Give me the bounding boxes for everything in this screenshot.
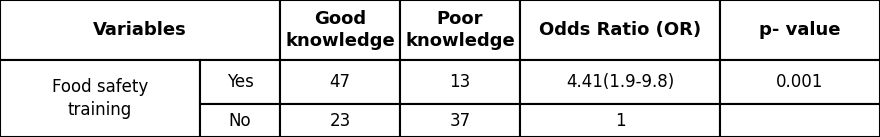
Text: No: No: [229, 112, 252, 129]
Text: 4.41(1.9-9.8): 4.41(1.9-9.8): [566, 73, 674, 91]
Text: 1: 1: [615, 112, 626, 129]
Text: 37: 37: [450, 112, 471, 129]
Bar: [720, 104, 880, 137]
Bar: [280, 0, 400, 60]
Bar: [0, 60, 200, 137]
Bar: [400, 104, 520, 137]
Bar: [0, 0, 280, 60]
Bar: [520, 0, 720, 60]
Text: 23: 23: [329, 112, 350, 129]
Bar: [520, 60, 720, 104]
Text: Variables: Variables: [93, 21, 187, 39]
Text: 13: 13: [450, 73, 471, 91]
Text: p- value: p- value: [759, 21, 840, 39]
Text: 47: 47: [329, 73, 350, 91]
Text: Good
knowledge: Good knowledge: [285, 10, 395, 50]
Bar: [280, 60, 400, 104]
Bar: [520, 104, 720, 137]
Text: Food safety
training: Food safety training: [52, 78, 148, 119]
Bar: [400, 0, 520, 60]
Text: Odds Ratio (OR): Odds Ratio (OR): [539, 21, 701, 39]
Bar: [200, 60, 280, 104]
Bar: [720, 60, 880, 104]
Bar: [280, 104, 400, 137]
Bar: [720, 0, 880, 60]
Bar: [200, 104, 280, 137]
Bar: [400, 60, 520, 104]
Text: 0.001: 0.001: [776, 73, 824, 91]
Text: Yes: Yes: [226, 73, 253, 91]
Text: Poor
knowledge: Poor knowledge: [405, 10, 515, 50]
